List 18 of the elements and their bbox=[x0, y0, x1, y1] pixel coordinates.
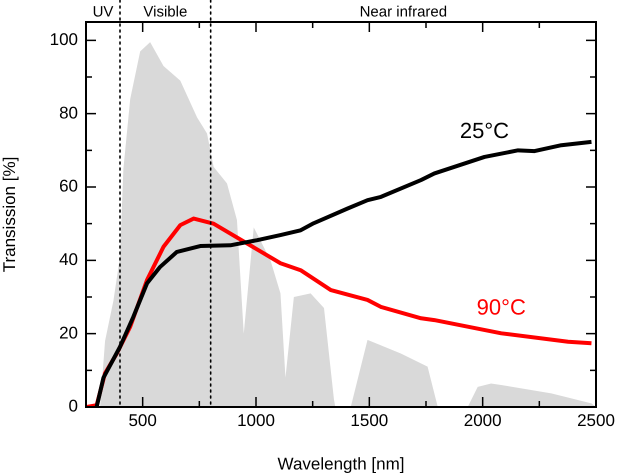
y-tick-label: 20 bbox=[59, 323, 78, 342]
y-tick-label: 40 bbox=[59, 250, 78, 270]
x-tick-label: 1000 bbox=[237, 410, 275, 430]
x-tick-label: 500 bbox=[128, 410, 157, 430]
y-tick-label: 100 bbox=[50, 30, 78, 50]
y-tick-label: 0 bbox=[68, 396, 78, 416]
y-tick-label: 60 bbox=[59, 176, 78, 196]
series-label: 25°C bbox=[460, 118, 510, 143]
series-label: 90°C bbox=[476, 294, 526, 320]
x-axis-title: Wavelength [nm] bbox=[278, 454, 404, 474]
x-tick-label: 2000 bbox=[464, 410, 502, 430]
text: Near infrared bbox=[360, 4, 448, 21]
text: UV bbox=[92, 4, 114, 21]
x-tick-label: 1500 bbox=[350, 410, 388, 430]
x-tick-label: 2500 bbox=[577, 410, 615, 430]
text: Visible bbox=[143, 4, 188, 21]
y-axis-title: Transission [%] bbox=[0, 156, 19, 272]
y-tick-label: 80 bbox=[59, 103, 78, 122]
